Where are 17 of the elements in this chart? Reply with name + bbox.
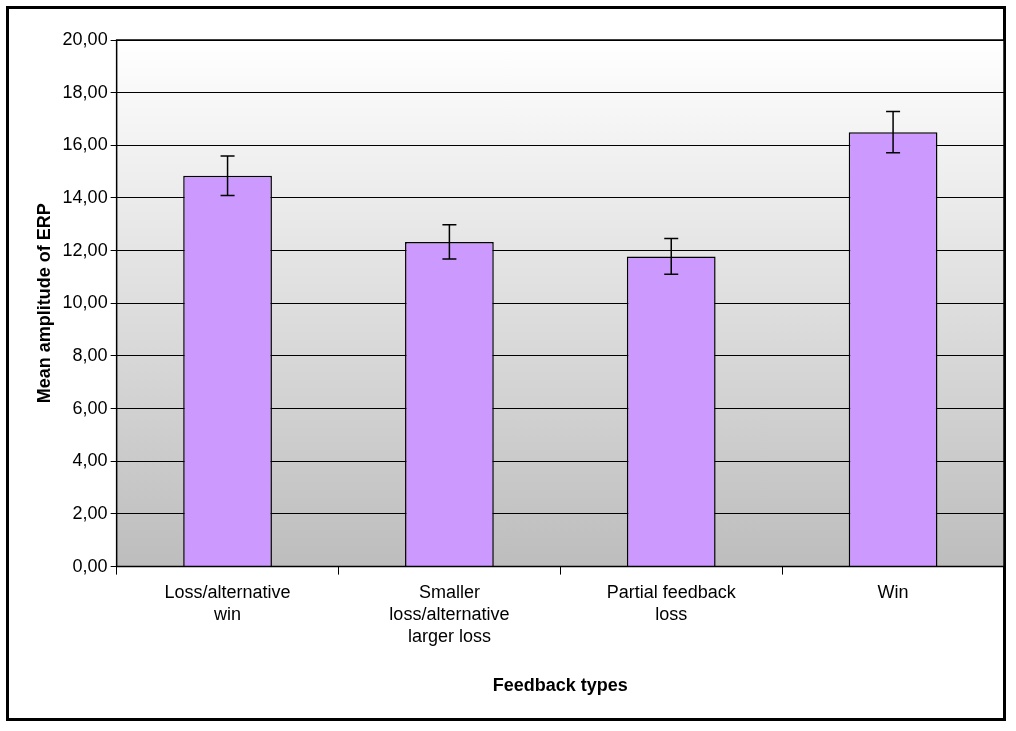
y-tick-label: 8,00 <box>72 344 108 365</box>
x-tick-label: Partial feedback loss <box>606 582 737 624</box>
x-axis-title: Feedback types <box>492 675 628 696</box>
x-tick-label: Smaller loss/alternative larger loss <box>389 582 510 646</box>
x-tick-label: Loss/alternative win <box>164 582 291 624</box>
y-tick-label: 12,00 <box>62 239 108 260</box>
y-tick-label: 10,00 <box>62 292 108 313</box>
y-tick-label: 20,00 <box>62 28 108 49</box>
y-axis-title: Mean amplitude of ERP <box>33 203 54 404</box>
y-tick-label: 2,00 <box>72 502 108 523</box>
y-tick-label: 0,00 <box>72 555 108 576</box>
y-tick-label: 14,00 <box>62 186 108 207</box>
x-tick-label: Win <box>877 582 909 603</box>
y-tick-label: 4,00 <box>72 450 108 471</box>
y-tick-label: 16,00 <box>62 134 108 155</box>
y-tick-label: 18,00 <box>62 81 108 102</box>
y-tick-label: 6,00 <box>72 397 108 418</box>
